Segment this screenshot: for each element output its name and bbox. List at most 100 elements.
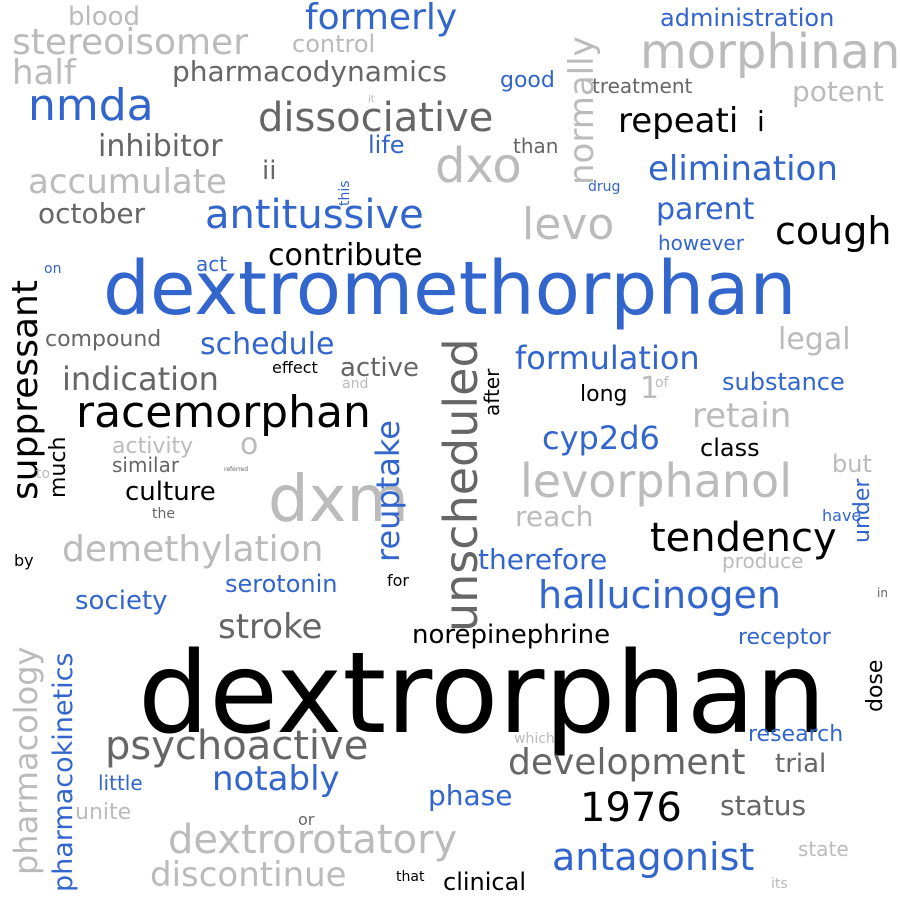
word-parent: parent bbox=[656, 192, 755, 227]
word-formerly: formerly bbox=[305, 0, 458, 38]
word-similar: similar bbox=[112, 453, 180, 477]
word-class: class bbox=[700, 434, 760, 462]
word-normally: normally bbox=[562, 36, 602, 185]
word-contribute: contribute bbox=[268, 238, 423, 273]
word-trial: trial bbox=[775, 749, 827, 779]
word-control: control bbox=[292, 30, 376, 58]
word-antagonist: antagonist bbox=[552, 835, 755, 879]
word-potent: potent bbox=[792, 75, 884, 108]
word-morphinan: morphinan bbox=[640, 24, 900, 80]
word-dextrorotatory: dextrorotatory bbox=[168, 817, 458, 863]
word-development: development bbox=[508, 742, 746, 783]
word-much: much bbox=[46, 436, 71, 498]
word-antitussive: antitussive bbox=[205, 192, 424, 238]
word-good: good bbox=[500, 68, 555, 93]
word-1976: 1976 bbox=[580, 785, 682, 831]
word-or: or bbox=[298, 810, 315, 829]
word-which: which bbox=[514, 731, 555, 747]
word-reuptake: reuptake bbox=[369, 420, 407, 562]
word-hallucinogen: hallucinogen bbox=[538, 573, 781, 617]
word-that: that bbox=[396, 869, 425, 885]
word-little: little bbox=[98, 771, 143, 795]
word-it: it bbox=[368, 94, 375, 105]
word-substance: substance bbox=[722, 368, 845, 396]
word-pharmacology: pharmacology bbox=[7, 646, 45, 875]
word-receptor: receptor bbox=[738, 625, 831, 650]
word-levorphanol: levorphanol bbox=[520, 454, 792, 508]
word-dxo: dxo bbox=[435, 138, 522, 194]
word-stereoisomer: stereoisomer bbox=[12, 22, 249, 63]
word-drug: drug bbox=[588, 179, 621, 195]
word-blood: blood bbox=[68, 2, 141, 32]
word-norepinephrine: norepinephrine bbox=[412, 620, 611, 650]
word-pharmacodynamics: pharmacodynamics bbox=[172, 55, 447, 88]
word-state: state bbox=[798, 837, 849, 861]
word-for: for bbox=[387, 571, 409, 590]
word-culture: culture bbox=[125, 477, 216, 507]
word-levo: levo bbox=[522, 199, 615, 250]
word-on: on bbox=[44, 261, 62, 277]
word-life: life bbox=[368, 131, 405, 159]
word-tendency: tendency bbox=[650, 515, 837, 561]
word-dextrorphan: dextrorphan bbox=[138, 629, 827, 759]
word-legal: legal bbox=[778, 322, 851, 357]
word-by: by bbox=[14, 551, 34, 570]
word-active: active bbox=[340, 353, 420, 383]
word-the: the bbox=[152, 506, 175, 522]
word-in: in bbox=[877, 586, 888, 600]
word-accumulate: accumulate bbox=[28, 162, 227, 202]
word-stroke: stroke bbox=[218, 607, 323, 647]
word-however: however bbox=[658, 231, 744, 255]
word-demethylation: demethylation bbox=[62, 529, 324, 570]
word-nmda: nmda bbox=[28, 80, 154, 131]
word-1: 1 bbox=[640, 371, 660, 406]
word-society: society bbox=[75, 586, 168, 616]
word-elimination: elimination bbox=[648, 149, 838, 189]
word-status: status bbox=[720, 789, 807, 822]
word-dose: dose bbox=[863, 659, 888, 712]
word-i: i bbox=[757, 105, 765, 138]
word-its: its bbox=[771, 876, 788, 892]
word-than: than bbox=[513, 134, 559, 158]
word-cyp2d6: cyp2d6 bbox=[542, 419, 660, 457]
word-after: after bbox=[480, 368, 504, 416]
word-phase: phase bbox=[428, 779, 513, 812]
word-schedule: schedule bbox=[200, 327, 335, 362]
word-effect: effect bbox=[272, 358, 318, 377]
word-compound: compound bbox=[45, 327, 162, 352]
word-reach: reach bbox=[515, 500, 594, 533]
word-have: have bbox=[822, 506, 862, 525]
word-of: of bbox=[655, 375, 669, 391]
word-inhibitor: inhibitor bbox=[98, 129, 223, 164]
word-cough: cough bbox=[775, 209, 892, 253]
word-unite: unite bbox=[75, 800, 132, 825]
word-but: but bbox=[832, 450, 872, 478]
word-this: this bbox=[337, 180, 353, 206]
word-dissociative: dissociative bbox=[258, 95, 494, 141]
word-serotonin: serotonin bbox=[225, 570, 338, 598]
word-repeati: repeati bbox=[618, 101, 739, 141]
word-o: o bbox=[240, 427, 259, 462]
word-long: long bbox=[580, 382, 628, 407]
word-and: and bbox=[342, 376, 369, 392]
word-research: research bbox=[748, 722, 844, 747]
word-formulation: formulation bbox=[515, 339, 700, 377]
word-unscheduled: unscheduled bbox=[434, 338, 488, 632]
word-produce: produce bbox=[722, 549, 804, 573]
word-discontinue: discontinue bbox=[150, 855, 347, 895]
word-october: october bbox=[38, 197, 146, 230]
word-to: to bbox=[36, 466, 51, 482]
word-notably: notably bbox=[212, 759, 340, 799]
word-dxm: dxm bbox=[268, 463, 409, 537]
word-clinical: clinical bbox=[443, 868, 526, 896]
word-administration: administration bbox=[660, 4, 835, 32]
word-pharmacokinetics: pharmacokinetics bbox=[48, 652, 79, 893]
word-psychoactive: psychoactive bbox=[105, 723, 369, 769]
word-dextromethorphan: dextromethorphan bbox=[103, 246, 797, 332]
word-referred: referred bbox=[224, 466, 249, 473]
word-activity: activity bbox=[112, 434, 194, 459]
word-half: half bbox=[12, 53, 76, 93]
word-racemorphan: racemorphan bbox=[76, 387, 371, 438]
word-ii: ii bbox=[262, 156, 277, 186]
